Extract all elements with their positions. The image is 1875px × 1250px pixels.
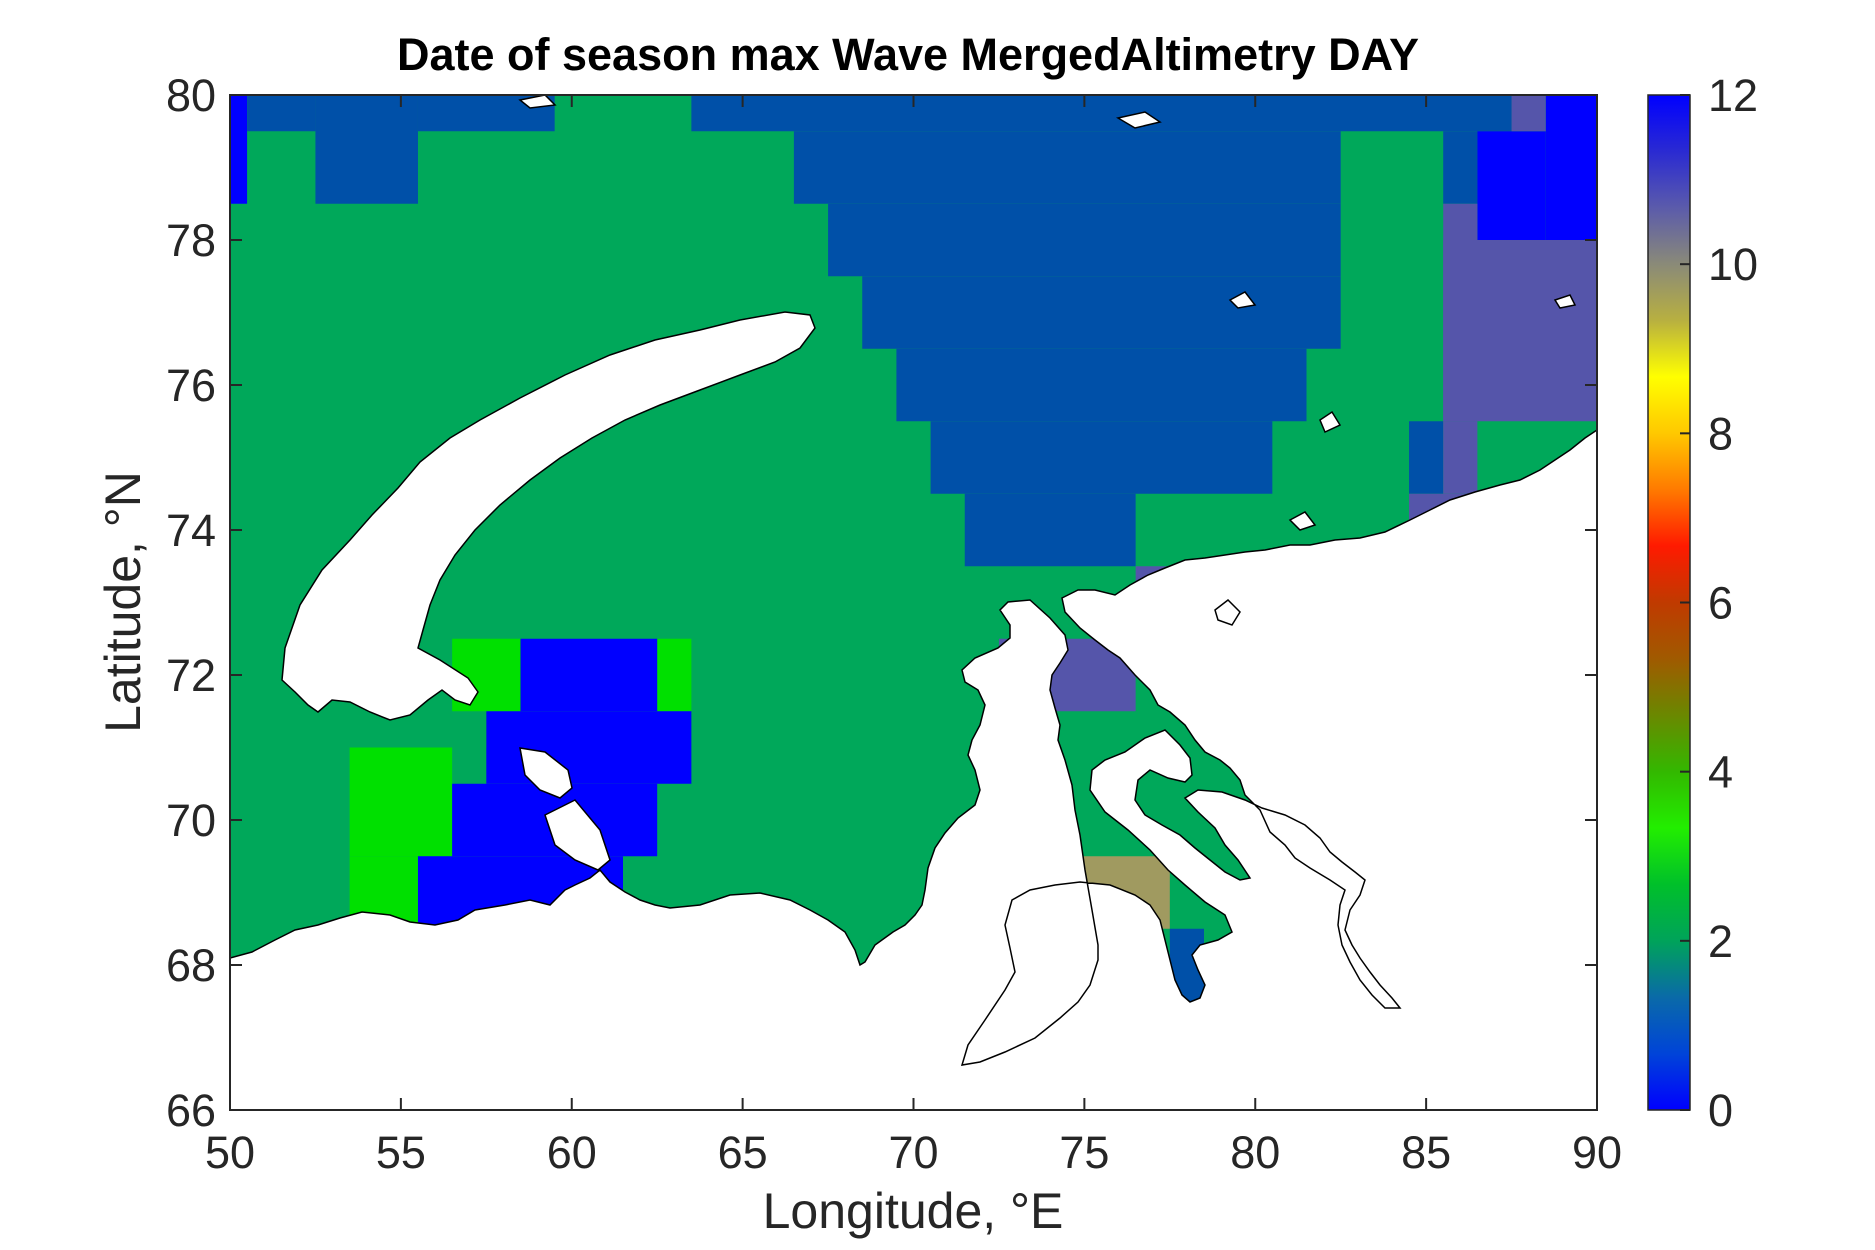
y-axis-ticks: 66 68 70 72 74 76 78 80 xyxy=(166,70,1597,1136)
y-tick-label-76: 76 xyxy=(166,360,216,411)
cell-15 xyxy=(1511,95,1546,132)
cell-9 xyxy=(930,421,1273,494)
cell-2 xyxy=(315,95,418,204)
x-tick-label-65: 65 xyxy=(718,1127,768,1178)
map-plot-area xyxy=(229,94,1598,1111)
mainland-coast xyxy=(230,429,1597,1110)
y-tick-label-80: 80 xyxy=(166,70,216,121)
novaya-zemlya-island xyxy=(281,311,816,721)
cell-6 xyxy=(828,203,1341,277)
cell-4 xyxy=(691,95,1512,132)
colorbar-tick-label-8: 8 xyxy=(1708,408,1733,459)
cell-0 xyxy=(230,95,248,204)
cell-14 xyxy=(1477,131,1546,240)
x-tick-label-55: 55 xyxy=(376,1127,426,1178)
x-tick-label-70: 70 xyxy=(888,1127,938,1178)
y-axis-label: Latitude, °N xyxy=(95,471,151,733)
cell-11 xyxy=(1443,131,1478,204)
y-tick-label-66: 66 xyxy=(166,1085,216,1136)
coastal-islands xyxy=(518,95,1577,626)
x-tick-label-60: 60 xyxy=(547,1127,597,1178)
colorbar: 0 2 4 6 8 10 12 xyxy=(1647,70,1758,1136)
y-tick-label-70: 70 xyxy=(166,795,216,846)
colorbar-tick-label-0: 0 xyxy=(1708,1085,1733,1136)
x-axis-label: Longitude, °E xyxy=(763,1183,1064,1239)
cell-35 xyxy=(657,638,692,712)
vaygach-island xyxy=(544,799,611,871)
x-tick-label-50: 50 xyxy=(205,1127,255,1178)
y-tick-label-74: 74 xyxy=(166,505,216,556)
cell-37 xyxy=(486,711,692,784)
colorbar-tick-label-10: 10 xyxy=(1708,239,1758,290)
y-tick-label-78: 78 xyxy=(166,215,216,266)
colorbar-tick-label-12: 12 xyxy=(1708,70,1758,121)
chart-title: Date of season max Wave MergedAltimetry … xyxy=(397,29,1419,80)
colorbar-tick-label-6: 6 xyxy=(1708,578,1733,629)
x-axis-ticks: 50 55 60 65 70 75 80 85 90 xyxy=(205,95,1622,1178)
cell-layer xyxy=(230,95,1597,1074)
colorbar-tick-label-2: 2 xyxy=(1708,916,1733,967)
south-island-fragment xyxy=(519,747,573,799)
cell-10 xyxy=(964,493,1136,567)
cell-17 xyxy=(1443,240,1597,422)
cell-5 xyxy=(793,131,1341,204)
y-tick-label-68: 68 xyxy=(166,940,216,991)
x-tick-label-90: 90 xyxy=(1572,1127,1622,1178)
cell-8 xyxy=(896,348,1307,422)
colorbar-tick-label-4: 4 xyxy=(1708,747,1733,798)
cell-33 xyxy=(349,747,453,857)
cell-12 xyxy=(1409,421,1444,494)
cell-36 xyxy=(520,638,658,712)
y-tick-label-72: 72 xyxy=(166,650,216,701)
cell-19 xyxy=(1443,421,1478,494)
x-tick-label-80: 80 xyxy=(1230,1127,1280,1178)
x-tick-label-85: 85 xyxy=(1401,1127,1451,1178)
cell-7 xyxy=(862,276,1341,349)
x-tick-label-75: 75 xyxy=(1059,1127,1109,1178)
land-mask xyxy=(230,95,1597,1110)
colorbar-ticks: 0 2 4 6 8 10 12 xyxy=(1680,70,1758,1136)
cell-1 xyxy=(247,95,316,132)
cell-13 xyxy=(1545,95,1597,240)
